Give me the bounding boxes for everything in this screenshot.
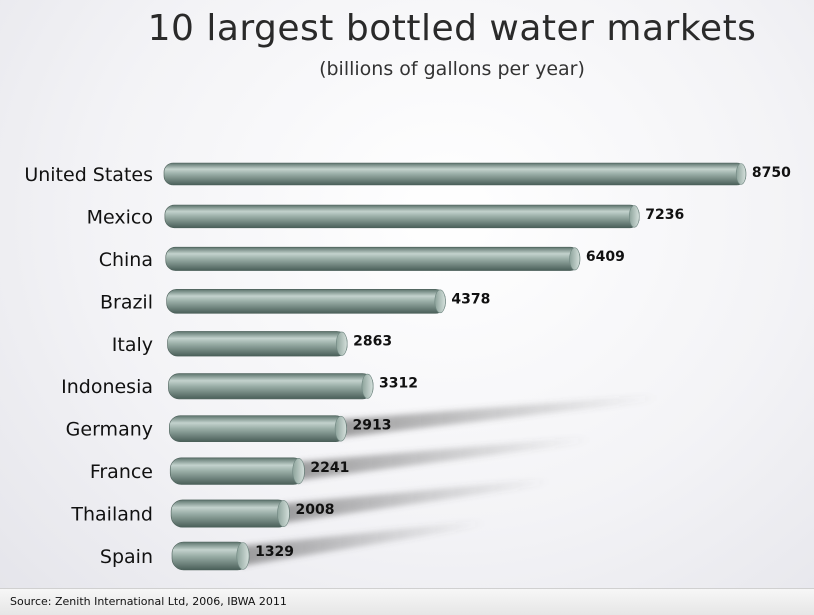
source-note: Source: Zenith International Ltd, 2006, … (0, 588, 814, 615)
category-label: Italy (112, 334, 153, 356)
category-label: China (99, 249, 153, 271)
bar-end-cap (292, 457, 305, 485)
category-label: United States (24, 164, 153, 186)
bar-end-cap (334, 415, 347, 442)
value-label: 2913 (353, 418, 392, 434)
value-label: 6409 (586, 249, 625, 265)
bar-france (169, 457, 305, 485)
category-label: Germany (66, 419, 153, 441)
value-label: 1329 (255, 544, 294, 560)
bar-chart: United States 8750 Mexico 7236 China 6409 Braz… (24, 162, 791, 571)
bar-end-cap (569, 247, 581, 271)
bar-shadow (296, 436, 590, 481)
bar-italy (167, 331, 348, 357)
value-label: 3312 (379, 376, 418, 392)
bar-united-states (163, 162, 747, 186)
bar-thailand (170, 499, 290, 528)
value-label: 7236 (645, 207, 684, 223)
bar-shadow (241, 520, 485, 566)
value-label: 8750 (752, 165, 791, 181)
bar-shadow (281, 478, 550, 524)
bar-end-cap (628, 205, 640, 228)
bar-indonesia (168, 373, 374, 400)
category-label: Indonesia (61, 376, 153, 398)
value-label: 2241 (310, 460, 349, 476)
value-label: 2008 (295, 502, 334, 518)
category-label: France (90, 461, 153, 483)
category-label: Thailand (70, 504, 153, 526)
bar-china (165, 246, 581, 271)
value-label: 2863 (353, 333, 392, 349)
bar-end-cap (361, 373, 374, 399)
bar-end-cap (735, 163, 747, 185)
bar-germany (169, 415, 347, 442)
category-label: Mexico (87, 206, 153, 228)
bar-end-cap (434, 289, 446, 314)
bar-shadow (338, 394, 657, 438)
bar-brazil (166, 289, 446, 314)
bar-mexico (164, 204, 640, 229)
bar-end-cap (236, 542, 250, 570)
category-label: Spain (100, 546, 153, 568)
category-label: Brazil (100, 291, 153, 313)
bar-end-cap (277, 500, 290, 528)
chart-title: 10 largest bottled water markets (147, 8, 757, 49)
chart-subtitle: (billions of gallons per year) (319, 58, 585, 80)
bar-end-cap (335, 331, 348, 356)
value-label: 4378 (451, 291, 490, 307)
